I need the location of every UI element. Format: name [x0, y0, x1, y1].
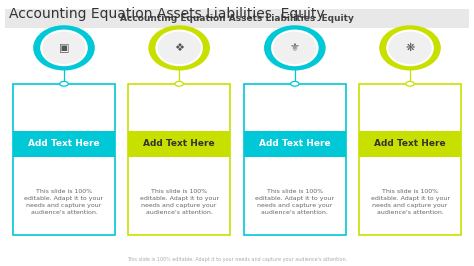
FancyBboxPatch shape	[128, 84, 230, 235]
Text: This slide is 100%
editable. Adapt it to your
needs and capture your
audience's : This slide is 100% editable. Adapt it to…	[255, 189, 334, 215]
Ellipse shape	[264, 25, 326, 70]
Ellipse shape	[156, 31, 202, 65]
Text: This slide is 100%
editable. Adapt it to your
needs and capture your
audience's : This slide is 100% editable. Adapt it to…	[371, 189, 449, 215]
Circle shape	[406, 81, 414, 86]
Text: ❖: ❖	[174, 43, 184, 53]
Text: ❋: ❋	[405, 43, 415, 53]
Text: ⚜: ⚜	[290, 43, 300, 53]
Ellipse shape	[148, 25, 210, 70]
Text: This slide is 100%
editable. Adapt it to your
needs and capture your
audience's : This slide is 100% editable. Adapt it to…	[25, 189, 103, 215]
Ellipse shape	[387, 31, 433, 65]
FancyBboxPatch shape	[13, 84, 115, 235]
FancyBboxPatch shape	[359, 84, 461, 235]
FancyBboxPatch shape	[359, 131, 461, 157]
Text: Add Text Here: Add Text Here	[259, 139, 331, 148]
FancyBboxPatch shape	[5, 9, 469, 28]
Ellipse shape	[41, 31, 87, 65]
Text: Accounting Equation Assets Liabilities  Equity: Accounting Equation Assets Liabilities E…	[9, 7, 325, 21]
Circle shape	[60, 81, 68, 86]
FancyBboxPatch shape	[244, 84, 346, 235]
FancyBboxPatch shape	[244, 131, 346, 157]
Text: Add Text Here: Add Text Here	[374, 139, 446, 148]
Text: ▣: ▣	[59, 43, 69, 53]
Text: Accounting Equation Assets Liabilities  Equity: Accounting Equation Assets Liabilities E…	[120, 14, 354, 23]
FancyBboxPatch shape	[13, 131, 115, 157]
Text: This slide is 100%
editable. Adapt it to your
needs and capture your
audience's : This slide is 100% editable. Adapt it to…	[140, 189, 219, 215]
Circle shape	[175, 81, 183, 86]
Text: This slide is 100% editable. Adapt it to your needs and capture your audience's : This slide is 100% editable. Adapt it to…	[127, 257, 347, 262]
Ellipse shape	[272, 31, 318, 65]
Text: Add Text Here: Add Text Here	[143, 139, 215, 148]
Ellipse shape	[33, 25, 95, 70]
Ellipse shape	[379, 25, 441, 70]
Circle shape	[291, 81, 299, 86]
FancyBboxPatch shape	[128, 131, 230, 157]
Text: Add Text Here: Add Text Here	[28, 139, 100, 148]
